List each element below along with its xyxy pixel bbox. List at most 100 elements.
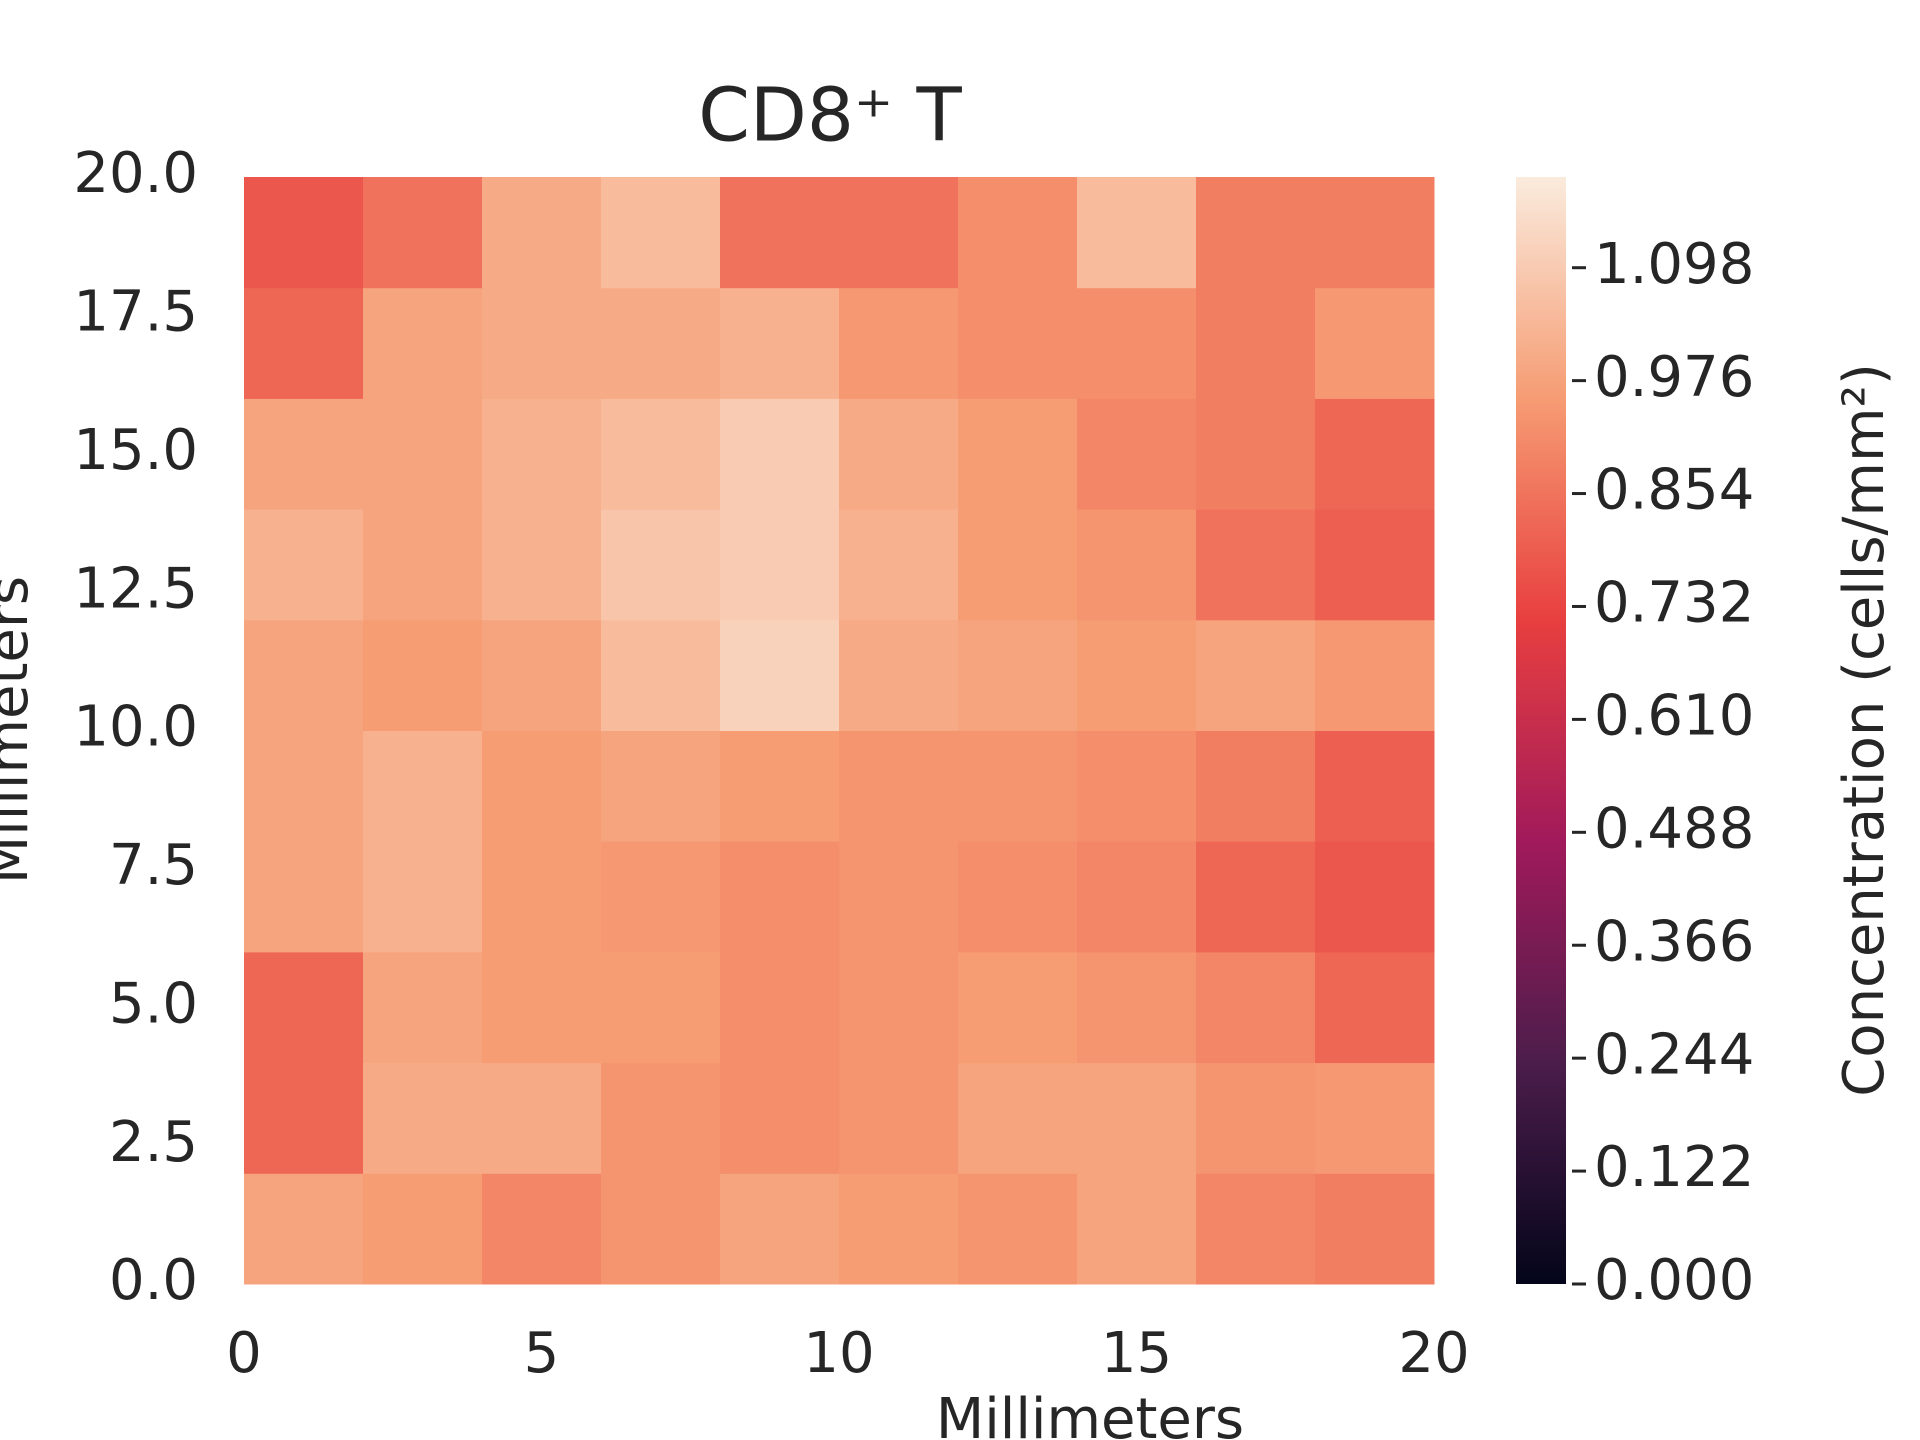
heatmap-cell xyxy=(1315,398,1435,510)
y-tick-label: 7.5 xyxy=(109,833,198,898)
heatmap-cell xyxy=(363,730,483,842)
heatmap-cell xyxy=(363,1062,483,1174)
heatmap-cell xyxy=(601,398,721,510)
heatmap-cell xyxy=(482,287,602,399)
heatmap-cell xyxy=(601,1062,721,1174)
heatmap-cell xyxy=(839,951,959,1064)
heatmap-cell xyxy=(1196,509,1316,621)
y-tick-label: 17.5 xyxy=(73,280,198,345)
colorbar-tick-label: 0.488 xyxy=(1594,796,1754,861)
heatmap-cell xyxy=(720,1062,840,1174)
heatmap-cell xyxy=(244,287,364,399)
heatmap-cell xyxy=(1196,1062,1316,1174)
heatmap-cell xyxy=(720,287,840,399)
heatmap-cell xyxy=(1077,730,1197,842)
heatmap-cell xyxy=(958,177,1078,289)
x-tick-label: 5 xyxy=(524,1321,560,1386)
heatmap-cell xyxy=(244,1062,364,1174)
colorbar-tick-label: 0.732 xyxy=(1594,571,1754,636)
colorbar xyxy=(1516,177,1566,1284)
heatmap-cell xyxy=(601,841,721,953)
heatmap-cell xyxy=(720,619,840,731)
heatmap-cell xyxy=(244,619,364,731)
x-tick-label: 0 xyxy=(226,1321,262,1386)
chart-title: CD8⁺ T xyxy=(698,73,962,159)
heatmap-cell xyxy=(958,509,1078,621)
heatmap-cell xyxy=(482,951,602,1064)
heatmap-cell xyxy=(244,730,364,842)
y-tick-label: 15.0 xyxy=(73,418,198,483)
heatmap-cell xyxy=(363,1173,483,1285)
heatmap-cell xyxy=(839,177,959,289)
heatmap-cell xyxy=(1077,1173,1197,1285)
heatmap-cell xyxy=(244,509,364,621)
heatmap-cell xyxy=(720,509,840,621)
heatmap-cell xyxy=(482,177,602,289)
heatmap-cell xyxy=(958,619,1078,731)
x-tick-label: 15 xyxy=(1101,1321,1172,1386)
y-tick-label: 0.0 xyxy=(109,1248,198,1313)
heatmap-cell xyxy=(958,730,1078,842)
heatmap-cell xyxy=(482,398,602,510)
heatmap-cell xyxy=(363,619,483,731)
heatmap-cell xyxy=(1196,177,1316,289)
x-axis-label: Millimeters xyxy=(936,1387,1244,1440)
heatmap-cell xyxy=(1196,619,1316,731)
heatmap-cell xyxy=(839,730,959,842)
colorbar-tick-label: 0.854 xyxy=(1594,458,1754,523)
heatmap-cell xyxy=(1077,509,1197,621)
colorbar-tick-label: 0.610 xyxy=(1594,684,1754,749)
heatmap-cell xyxy=(1315,951,1435,1064)
heatmap-cell xyxy=(1077,177,1197,289)
heatmap-cell xyxy=(1196,951,1316,1064)
y-tick-label: 12.5 xyxy=(73,556,198,621)
heatmap-cell xyxy=(1315,841,1435,953)
heatmap-cell xyxy=(601,730,721,842)
heatmap-cell xyxy=(482,730,602,842)
heatmap-cell xyxy=(958,1173,1078,1285)
heatmap-cell xyxy=(720,398,840,510)
y-tick-label: 2.5 xyxy=(109,1110,198,1175)
heatmap-cell xyxy=(601,287,721,399)
heatmap-cell xyxy=(601,1173,721,1285)
heatmap-cell xyxy=(482,1173,602,1285)
heatmap-cell xyxy=(363,177,483,289)
colorbar-tick-label: 0.244 xyxy=(1594,1022,1754,1087)
heatmap-cell xyxy=(1077,951,1197,1064)
heatmap-cell xyxy=(839,287,959,399)
colorbar-tick-label: 0.976 xyxy=(1594,345,1754,410)
heatmap-cell xyxy=(1315,509,1435,621)
heatmap-cell xyxy=(363,509,483,621)
heatmap-cell xyxy=(958,287,1078,399)
heatmap-cell xyxy=(839,841,959,953)
heatmap-cell xyxy=(1315,1173,1435,1285)
heatmap-cell xyxy=(1196,730,1316,842)
heatmap-cell xyxy=(1196,398,1316,510)
y-tick-label: 5.0 xyxy=(109,971,198,1036)
x-tick-label: 10 xyxy=(803,1321,874,1386)
y-axis-label: Millimeters xyxy=(0,576,41,884)
heatmap-cell xyxy=(1315,1062,1435,1174)
heatmap-cell xyxy=(1077,619,1197,731)
heatmap-cell xyxy=(601,177,721,289)
heatmap-cell xyxy=(244,398,364,510)
heatmap-cell xyxy=(720,841,840,953)
x-tick-label: 20 xyxy=(1398,1321,1469,1386)
heatmap-cell xyxy=(1077,841,1197,953)
heatmap-cell xyxy=(1196,287,1316,399)
heatmap-cell xyxy=(839,1173,959,1285)
heatmap-cell xyxy=(720,1173,840,1285)
colorbar-label: Concentration (cells/mm²) xyxy=(1832,363,1897,1097)
heatmap-cell xyxy=(1077,287,1197,399)
heatmap-cell xyxy=(1315,177,1435,289)
heatmap-cell xyxy=(720,177,840,289)
heatmap-cell xyxy=(839,398,959,510)
heatmap-cell xyxy=(363,841,483,953)
colorbar-tick-label: 0.000 xyxy=(1594,1248,1754,1313)
heatmap-cell xyxy=(1196,1173,1316,1285)
heatmap-cell xyxy=(482,1062,602,1174)
heatmap-cell xyxy=(958,841,1078,953)
heatmap-cell xyxy=(958,951,1078,1064)
